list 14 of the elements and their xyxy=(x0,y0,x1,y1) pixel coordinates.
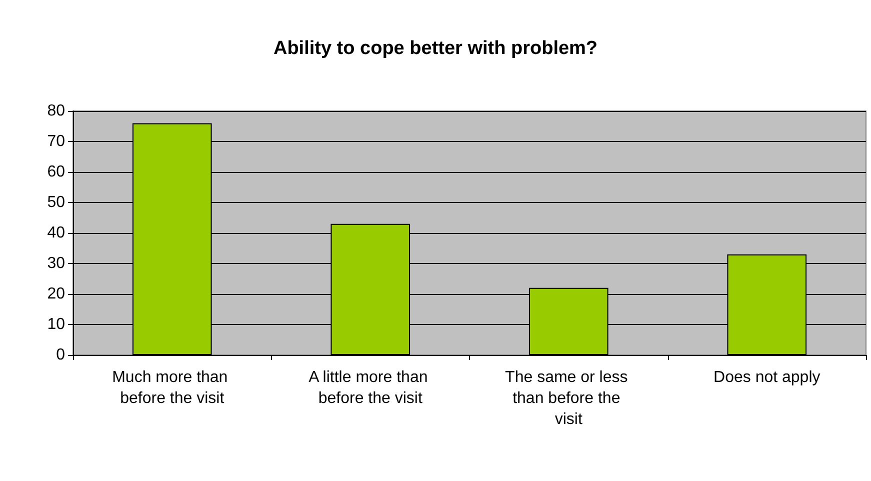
y-tick-label: 80 xyxy=(47,102,66,120)
y-tick-label: 60 xyxy=(47,164,66,180)
y-tick-label: 40 xyxy=(47,224,66,242)
y-tick-label: 0 xyxy=(56,346,66,364)
y-tick-label: 50 xyxy=(47,194,66,211)
chart-title: Ability to cope better with problem? xyxy=(273,38,598,59)
y-tick-label: 30 xyxy=(47,255,66,272)
y-tick-label: 70 xyxy=(47,133,66,150)
x-tick-label: Much more than before the visit xyxy=(112,369,232,407)
y-tick-label: 10 xyxy=(47,316,66,333)
x-tick-label: A little more than before the visit xyxy=(308,369,432,407)
y-tick-label: 20 xyxy=(47,286,66,302)
x-tick-label: The same or less than before the visit xyxy=(505,369,632,428)
x-tick-label: Does not apply xyxy=(714,369,820,386)
